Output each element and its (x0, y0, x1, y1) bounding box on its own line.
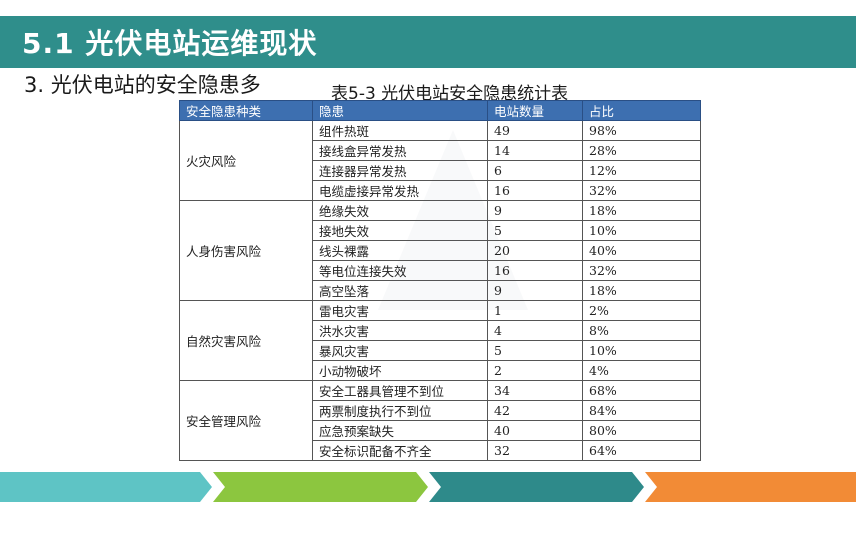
table-row: 自然灾害风险 雷电灾害 1 2% (179, 300, 701, 381)
count-cell: 6 (487, 160, 583, 181)
header-hazard: 隐患 (312, 100, 488, 121)
count-cell: 9 (487, 200, 583, 221)
hazard-cell: 应急预案缺失 (312, 420, 488, 441)
count-cell: 16 (487, 180, 583, 201)
ratio-cell: 28% (582, 140, 701, 161)
ratio-cell: 2% (582, 300, 701, 321)
hazard-cell: 两票制度执行不到位 (312, 400, 488, 421)
count-cell: 40 (487, 420, 583, 441)
count-cell: 2 (487, 360, 583, 381)
ratio-cell: 80% (582, 420, 701, 441)
ratio-cell: 98% (582, 120, 701, 141)
table-row: 洪水灾害 4 8% (180, 320, 701, 341)
table-row: 接地失效 5 10% (180, 220, 701, 241)
banner-segment-teal-dark (429, 472, 644, 502)
header-category: 安全隐患种类 (179, 100, 313, 121)
count-cell: 34 (487, 380, 583, 401)
count-cell: 1 (487, 300, 583, 321)
hazard-cell: 连接器异常发热 (312, 160, 488, 181)
title-bar: 5.1 光伏电站运维现状 (0, 16, 856, 68)
banner-segment-orange (645, 472, 856, 502)
hazard-cell: 线头裸露 (312, 240, 488, 261)
ratio-cell: 18% (582, 280, 701, 301)
table-row: 人身伤害风险 绝缘失效 9 18% (179, 200, 701, 301)
table-row: 等电位连接失效 16 32% (180, 260, 701, 281)
hazard-cell: 安全工器具管理不到位 (312, 380, 488, 401)
table-row: 高空坠落 9 18% (180, 280, 701, 301)
table-row: 暴风灾害 5 10% (180, 340, 701, 361)
ratio-cell: 18% (582, 200, 701, 221)
table-row: 接线盒异常发热 14 28% (180, 140, 701, 161)
slide-title: 5.1 光伏电站运维现状 (22, 27, 318, 60)
ratio-cell: 68% (582, 380, 701, 401)
hazard-cell: 安全标识配备不齐全 (312, 440, 488, 461)
ratio-cell: 12% (582, 160, 701, 181)
banner-segment-green (213, 472, 428, 502)
count-cell: 14 (487, 140, 583, 161)
count-cell: 5 (487, 220, 583, 241)
banner-segment-teal-light (0, 472, 212, 502)
hazard-cell: 接地失效 (312, 220, 488, 241)
hazard-cell: 接线盒异常发热 (312, 140, 488, 161)
header-count: 电站数量 (487, 100, 583, 121)
hazard-cell: 小动物破坏 (312, 360, 488, 381)
ratio-cell: 64% (582, 440, 701, 461)
slide-subtitle: 3. 光伏电站的安全隐患多 (24, 73, 261, 97)
table-row: 电缆虚接异常发热 16 32% (180, 180, 701, 201)
table-caption: 表5-3 光伏电站安全隐患统计表 (331, 84, 569, 104)
table-row: 安全管理风险 安全工器具管理不到位 34 68% (179, 380, 701, 461)
count-cell: 5 (487, 340, 583, 361)
count-cell: 32 (487, 440, 583, 461)
table-row: 应急预案缺失 40 80% (180, 420, 701, 441)
count-cell: 49 (487, 120, 583, 141)
header-ratio: 占比 (582, 100, 701, 121)
ratio-cell: 8% (582, 320, 701, 341)
table-row: 连接器异常发热 6 12% (180, 160, 701, 181)
hazard-cell: 绝缘失效 (312, 200, 488, 221)
count-cell: 20 (487, 240, 583, 261)
hazard-cell: 高空坠落 (312, 280, 488, 301)
ratio-cell: 4% (582, 360, 701, 381)
ratio-cell: 40% (582, 240, 701, 261)
count-cell: 42 (487, 400, 583, 421)
count-cell: 9 (487, 280, 583, 301)
hazard-cell: 暴风灾害 (312, 340, 488, 361)
category-cell: 人身伤害风险 (179, 200, 313, 301)
count-cell: 4 (487, 320, 583, 341)
hazard-cell: 雷电灾害 (312, 300, 488, 321)
ratio-cell: 84% (582, 400, 701, 421)
count-cell: 16 (487, 260, 583, 281)
table-row: 火灾风险 组件热斑 49 98% (179, 120, 701, 201)
hazard-cell: 电缆虚接异常发热 (312, 180, 488, 201)
table-header-row: 安全隐患种类 隐患 电站数量 占比 (179, 100, 701, 121)
hazard-cell: 等电位连接失效 (312, 260, 488, 281)
hazard-table: 安全隐患种类 隐患 电站数量 占比 火灾风险 组件热斑 49 98% 接线盒异常发热 14… (179, 100, 701, 461)
ratio-cell: 10% (582, 220, 701, 241)
category-cell: 安全管理风险 (179, 380, 313, 461)
hazard-cell: 洪水灾害 (312, 320, 488, 341)
ratio-cell: 32% (582, 260, 701, 281)
ratio-cell: 10% (582, 340, 701, 361)
table-row: 两票制度执行不到位 42 84% (180, 400, 701, 421)
table-row: 安全标识配备不齐全 32 64% (180, 440, 701, 461)
category-cell: 自然灾害风险 (179, 300, 313, 381)
table-row: 线头裸露 20 40% (180, 240, 701, 261)
category-cell: 火灾风险 (179, 120, 313, 201)
ratio-cell: 32% (582, 180, 701, 201)
table-body: 火灾风险 组件热斑 49 98% 接线盒异常发热 14 28% 连接器异常发热 6 12% 电缆虚接… (179, 120, 701, 461)
hazard-cell: 组件热斑 (312, 120, 488, 141)
